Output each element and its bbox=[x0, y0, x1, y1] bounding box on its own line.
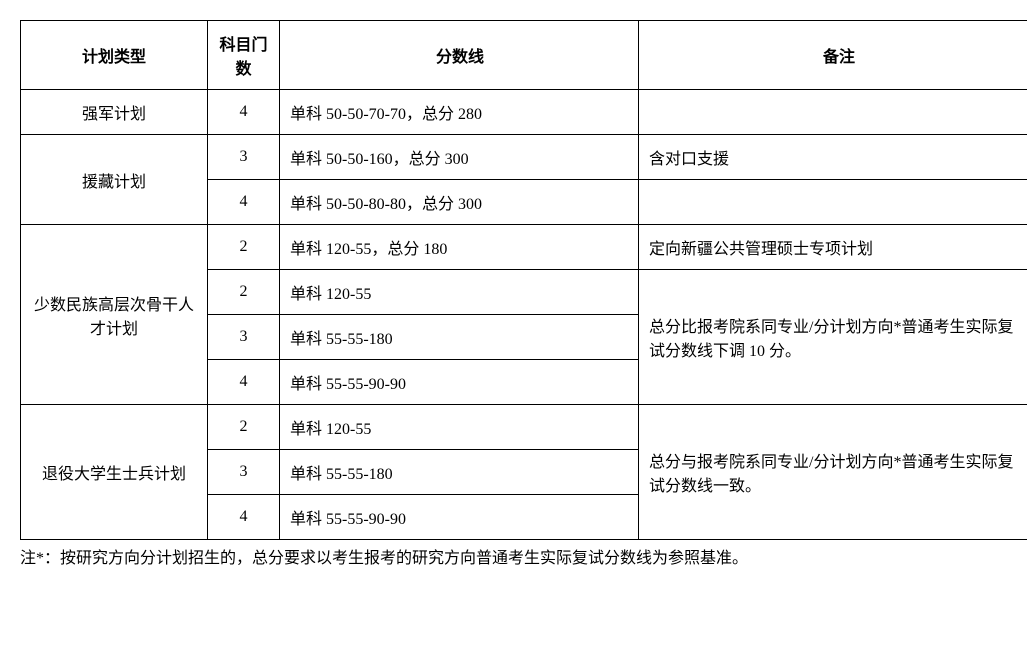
table-row: 援藏计划 3 单科 50-50-160，总分 300 含对口支援 bbox=[21, 135, 1027, 180]
cell-note: 含对口支援 bbox=[639, 135, 1027, 180]
footnote: 注*：按研究方向分计划招生的，总分要求以考生报考的研究方向普通考生实际复试分数线… bbox=[20, 546, 1000, 572]
cell-score: 单科 50-50-70-70，总分 280 bbox=[280, 90, 639, 135]
table-body: 强军计划 4 单科 50-50-70-70，总分 280 援藏计划 3 单科 5… bbox=[21, 90, 1027, 540]
header-type: 计划类型 bbox=[21, 21, 208, 90]
cell-score: 单科 50-50-80-80，总分 300 bbox=[280, 180, 639, 225]
cell-score: 单科 55-55-90-90 bbox=[280, 495, 639, 540]
table-row: 退役大学生士兵计划 2 单科 120-55 总分与报考院系同专业/分计划方向*普… bbox=[21, 405, 1027, 450]
cell-score: 单科 120-55，总分 180 bbox=[280, 225, 639, 270]
cell-note: 总分与报考院系同专业/分计划方向*普通考生实际复试分数线一致。 bbox=[639, 405, 1027, 540]
table-row: 少数民族高层次骨干人才计划 2 单科 120-55，总分 180 定向新疆公共管… bbox=[21, 225, 1027, 270]
cell-type: 援藏计划 bbox=[21, 135, 208, 225]
cell-note bbox=[639, 180, 1027, 225]
cell-note: 总分比报考院系同专业/分计划方向*普通考生实际复试分数线下调 10 分。 bbox=[639, 270, 1027, 405]
cell-score: 单科 120-55 bbox=[280, 270, 639, 315]
header-note: 备注 bbox=[639, 21, 1027, 90]
cell-score: 单科 55-55-180 bbox=[280, 315, 639, 360]
header-score: 分数线 bbox=[280, 21, 639, 90]
cell-subject: 4 bbox=[208, 495, 280, 540]
cell-score: 单科 120-55 bbox=[280, 405, 639, 450]
cell-type: 退役大学生士兵计划 bbox=[21, 405, 208, 540]
score-table: 计划类型 科目门数 分数线 备注 强军计划 4 单科 50-50-70-70，总… bbox=[20, 20, 1027, 540]
header-subject: 科目门数 bbox=[208, 21, 280, 90]
cell-subject: 3 bbox=[208, 135, 280, 180]
cell-subject: 4 bbox=[208, 360, 280, 405]
cell-score: 单科 50-50-160，总分 300 bbox=[280, 135, 639, 180]
cell-score: 单科 55-55-180 bbox=[280, 450, 639, 495]
header-row: 计划类型 科目门数 分数线 备注 bbox=[21, 21, 1027, 90]
cell-type: 强军计划 bbox=[21, 90, 208, 135]
cell-subject: 3 bbox=[208, 315, 280, 360]
cell-subject: 2 bbox=[208, 270, 280, 315]
cell-note: 定向新疆公共管理硕士专项计划 bbox=[639, 225, 1027, 270]
cell-score: 单科 55-55-90-90 bbox=[280, 360, 639, 405]
cell-subject: 4 bbox=[208, 180, 280, 225]
cell-subject: 3 bbox=[208, 450, 280, 495]
cell-type: 少数民族高层次骨干人才计划 bbox=[21, 225, 208, 405]
cell-note bbox=[639, 90, 1027, 135]
cell-subject: 2 bbox=[208, 405, 280, 450]
table-row: 强军计划 4 单科 50-50-70-70，总分 280 bbox=[21, 90, 1027, 135]
table-header: 计划类型 科目门数 分数线 备注 bbox=[21, 21, 1027, 90]
cell-subject: 4 bbox=[208, 90, 280, 135]
cell-subject: 2 bbox=[208, 225, 280, 270]
